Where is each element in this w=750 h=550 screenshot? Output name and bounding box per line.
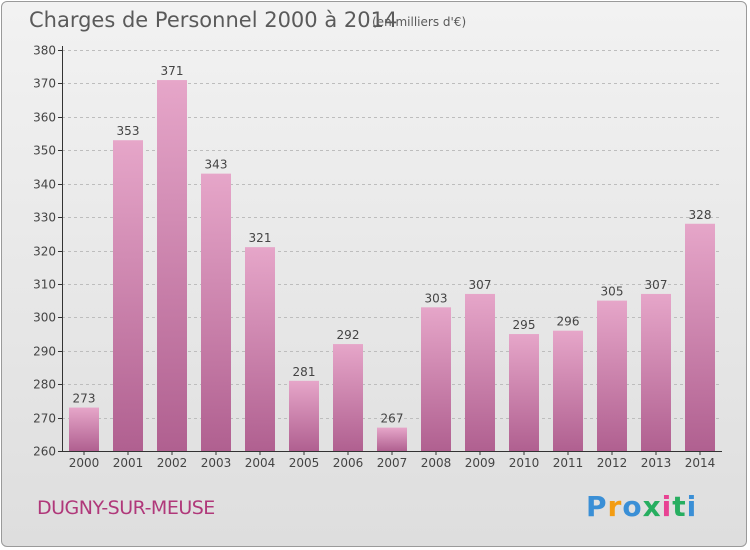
y-tick-label: 290: [33, 345, 56, 359]
bar: [113, 140, 143, 451]
axes: [58, 46, 722, 455]
bar-value-label: 303: [425, 291, 448, 305]
x-tick-label: 2006: [333, 456, 364, 470]
bar: [509, 334, 539, 451]
logo-letter: P: [586, 490, 608, 523]
bar-value-label: 353: [117, 124, 140, 138]
y-tick-label: 300: [33, 311, 56, 325]
bar-value-label: 296: [557, 315, 580, 329]
bar: [685, 223, 715, 451]
proxiti-logo: Proxiti: [586, 490, 697, 523]
bar: [245, 247, 275, 451]
x-tick-label: 2011: [553, 456, 584, 470]
bar: [641, 293, 671, 451]
logo-letter: r: [607, 490, 623, 523]
bar: [421, 307, 451, 451]
bar-value-label: 267: [381, 412, 404, 426]
x-tick-label: 2000: [69, 456, 100, 470]
y-tick-label: 270: [33, 412, 56, 426]
bar-value-label: 273: [73, 392, 96, 406]
bar: [289, 380, 319, 451]
x-tick-label: 2014: [685, 456, 716, 470]
bar: [465, 293, 495, 451]
x-tick-label: 2004: [245, 456, 276, 470]
x-tick-label: 2002: [157, 456, 188, 470]
x-tick-label: 2008: [421, 456, 452, 470]
bar-value-label: 371: [161, 64, 184, 78]
commune-name: DUGNY-SUR-MEUSE: [37, 497, 215, 519]
y-tick-label: 370: [33, 77, 56, 91]
y-tick-label: 310: [33, 278, 56, 292]
logo-letter: o: [622, 490, 643, 523]
bar-value-label: 295: [513, 318, 536, 332]
y-tick-label: 330: [33, 211, 56, 225]
x-tick-label: 2003: [201, 456, 232, 470]
bar-value-label: 321: [249, 231, 272, 245]
bar-value-label: 281: [293, 365, 316, 379]
bar: [597, 300, 627, 451]
y-tick-label: 340: [33, 178, 56, 192]
logo-letter: x: [642, 490, 662, 523]
bar: [553, 330, 583, 451]
x-tick-label: 2013: [641, 456, 672, 470]
logo-letter: t: [672, 490, 687, 523]
chart-title: Charges de Personnel 2000 à 2014: [29, 8, 398, 32]
x-tick-label: 2005: [289, 456, 320, 470]
logo-letter: i: [686, 490, 698, 523]
chart-subtitle: (en milliers d'€): [372, 15, 467, 29]
bar-value-label: 305: [601, 285, 624, 299]
x-tick-label: 2012: [597, 456, 628, 470]
bar: [201, 173, 231, 451]
bar-value-label: 307: [469, 278, 492, 292]
y-tick-label: 280: [33, 378, 56, 392]
bar: [157, 80, 187, 451]
logo-letter: i: [661, 490, 673, 523]
bar-value-label: 343: [205, 158, 228, 172]
bar: [333, 344, 363, 451]
x-tick-label: 2010: [509, 456, 540, 470]
bar-value-label: 328: [689, 208, 712, 222]
bar: [69, 407, 99, 451]
y-tick-label: 260: [33, 445, 56, 459]
bar-value-label: 292: [337, 328, 360, 342]
y-tick-label: 350: [33, 144, 56, 158]
x-tick-label: 2001: [113, 456, 144, 470]
y-tick-label: 320: [33, 245, 56, 259]
x-tick-label: 2009: [465, 456, 496, 470]
bars: [69, 80, 715, 451]
y-tick-label: 380: [33, 44, 56, 58]
bar: [377, 427, 407, 451]
x-tick-label: 2007: [377, 456, 408, 470]
labels: 260 270 280 290 300 310 320 330 340 350 360 370 380 2…: [33, 44, 715, 471]
y-tick-label: 360: [33, 111, 56, 125]
bar-value-label: 307: [645, 278, 668, 292]
